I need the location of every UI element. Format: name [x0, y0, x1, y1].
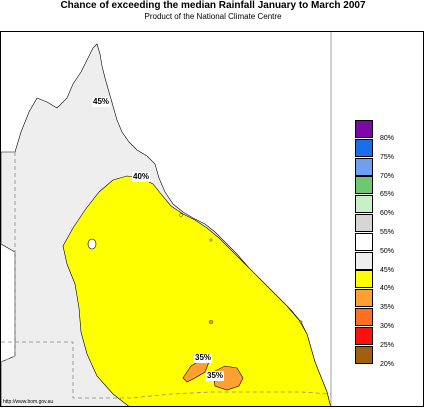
legend-label: 65%: [380, 191, 395, 199]
legend-swatch: [355, 251, 373, 270]
state-border-south: [1, 341, 332, 399]
legend-swatch: [355, 232, 373, 251]
map-title: Chance of exceeding the median Rainfall …: [60, 0, 366, 11]
label-35-percent-b: 35%: [206, 371, 225, 381]
legend-swatch: [355, 345, 373, 364]
legend-swatch: [355, 120, 373, 138]
island: [299, 320, 303, 324]
legend-swatch: [355, 289, 373, 308]
legend-label: 80%: [380, 135, 395, 142]
land-region-35-a: [182, 359, 210, 383]
legend-swatch: [355, 270, 373, 289]
island: [179, 213, 183, 217]
legend-label: 45%: [380, 266, 395, 274]
white-blob: [87, 238, 97, 250]
source-url: http://www.bom.gov.au: [3, 399, 54, 405]
label-45-percent: 45%: [92, 97, 111, 107]
island: [209, 238, 213, 242]
label-35-percent-a: 35%: [194, 353, 213, 363]
legend-label: 30%: [380, 323, 395, 330]
legend-label: 35%: [380, 304, 395, 312]
legend-label: 55%: [380, 229, 395, 236]
legend-swatch: [355, 326, 373, 345]
legend-label: 70%: [380, 172, 395, 180]
legend-swatch: [355, 176, 373, 195]
legend-swatch: [355, 195, 373, 214]
legend-label: 50%: [380, 247, 395, 255]
state-border-west: [1, 152, 16, 363]
label-40-percent: 40%: [132, 172, 151, 182]
legend-label: 20%: [380, 360, 395, 368]
legend-swatch: [355, 157, 373, 176]
legend-label: 60%: [380, 210, 395, 218]
legend-swatch: [355, 308, 373, 326]
legend-swatch: [355, 214, 373, 232]
orange-dot: [208, 320, 214, 324]
legend-label: 25%: [380, 341, 395, 349]
legend-label: 40%: [380, 285, 395, 293]
legend-label: 75%: [380, 153, 395, 161]
map-subtitle: Product of the National Climate Centre: [144, 12, 282, 21]
legend-swatch: [355, 138, 373, 157]
